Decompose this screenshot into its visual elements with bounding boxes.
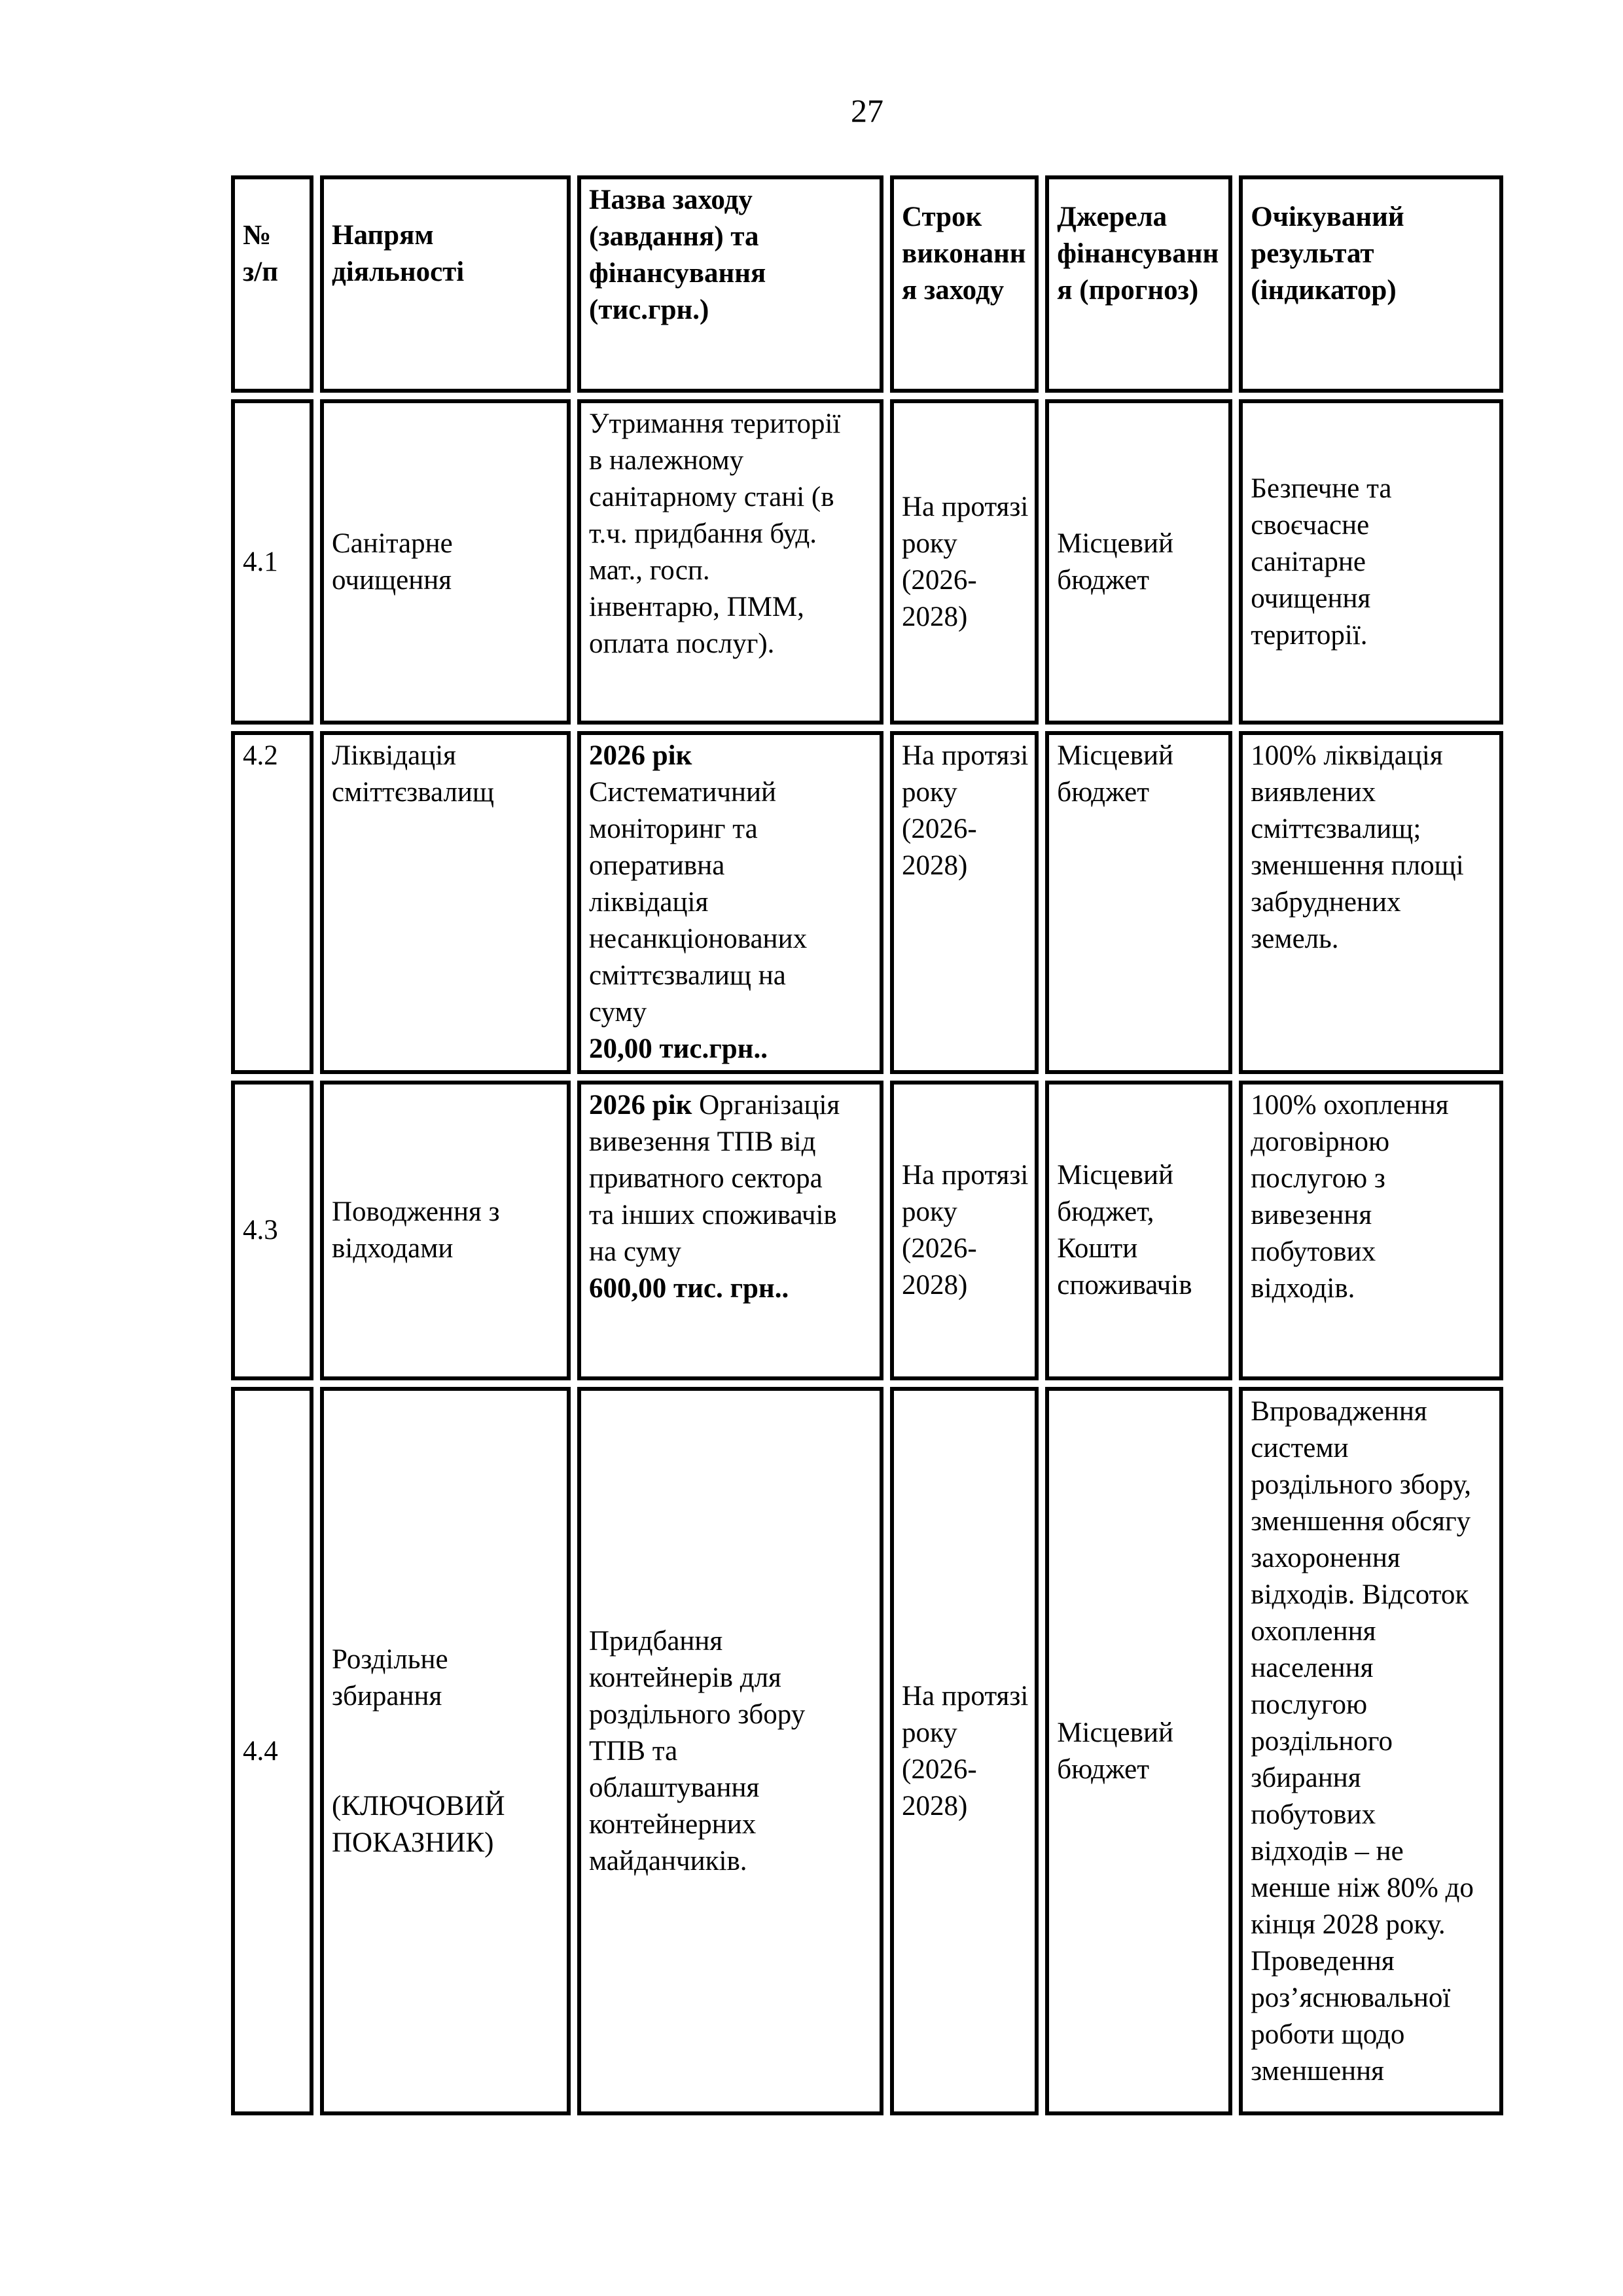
cell-direction: Роздільне збирання (КЛЮЧОВИЙ ПОКАЗНИК) [320,1387,571,2115]
table-row-4.3: 4.3 Поводження з відходами 2026 рік Орга… [231,1081,1504,1380]
table-row-4.1: 4.1 Санітарне очищення Утримання територ… [231,399,1504,725]
cell-direction: Поводження з відходами [320,1081,571,1380]
cell-sources: Місцевий бюджет [1045,1387,1233,2115]
cell-num: 4.2 [231,731,313,1074]
cell-measure: Утримання території в належному санітарн… [577,399,883,725]
cell-term: На протязі року (2026- 2028) [890,1387,1039,2115]
cell-sources: Місцевий бюджет, Кошти споживачів [1045,1081,1233,1380]
program-measures-table: № з/п Напрям діяльності Назва заходу (за… [224,169,1510,2122]
cell-measure: Придбання контейнерів для роздільного зб… [577,1387,883,2115]
header-cell-measure: Назва заходу (завдання) та фінансування … [577,175,883,393]
cell-term: На протязі року (2026- 2028) [890,1081,1039,1380]
cell-result: Впровадження системи роздільного збору, … [1239,1387,1504,2115]
cell-term: На протязі року (2026- 2028) [890,399,1039,725]
cell-num: 4.3 [231,1081,313,1380]
cell-measure: 2026 рік Систематичний моніторинг та опе… [577,731,883,1074]
table-row-4.4: 4.4 Роздільне збирання (КЛЮЧОВИЙ ПОКАЗНИ… [231,1387,1504,2115]
header-row: № з/п Напрям діяльності Назва заходу (за… [231,175,1504,393]
header-cell-sources: Джерела фінансуванн я (прогноз) [1045,175,1233,393]
cell-direction: Ліквідація сміттєзвалищ [320,731,571,1074]
cell-num: 4.4 [231,1387,313,2115]
cell-result: 100% охоплення договірною послугою з вив… [1239,1081,1504,1380]
header-cell-num: № з/п [231,175,313,393]
page-number: 27 [851,92,883,129]
cell-sources: Місцевий бюджет [1045,399,1233,725]
header-cell-result: Очікуваний результат (індикатор) [1239,175,1504,393]
header-cell-direction: Напрям діяльності [320,175,571,393]
cell-result: 100% ліквідація виявлених сміттєзвалищ; … [1239,731,1504,1074]
table-row-4.2: 4.2 Ліквідація сміттєзвалищ 2026 рік Сис… [231,731,1504,1074]
cell-term: На протязі року (2026- 2028) [890,731,1039,1074]
cell-num: 4.1 [231,399,313,725]
header-cell-term: Строк виконанн я заходу [890,175,1039,393]
cell-sources: Місцевий бюджет [1045,731,1233,1074]
cell-direction: Санітарне очищення [320,399,571,725]
cell-result: Безпечне та своєчасне санітарне очищення… [1239,399,1504,725]
cell-measure: 2026 рік Організація вивезення ТПВ від п… [577,1081,883,1380]
